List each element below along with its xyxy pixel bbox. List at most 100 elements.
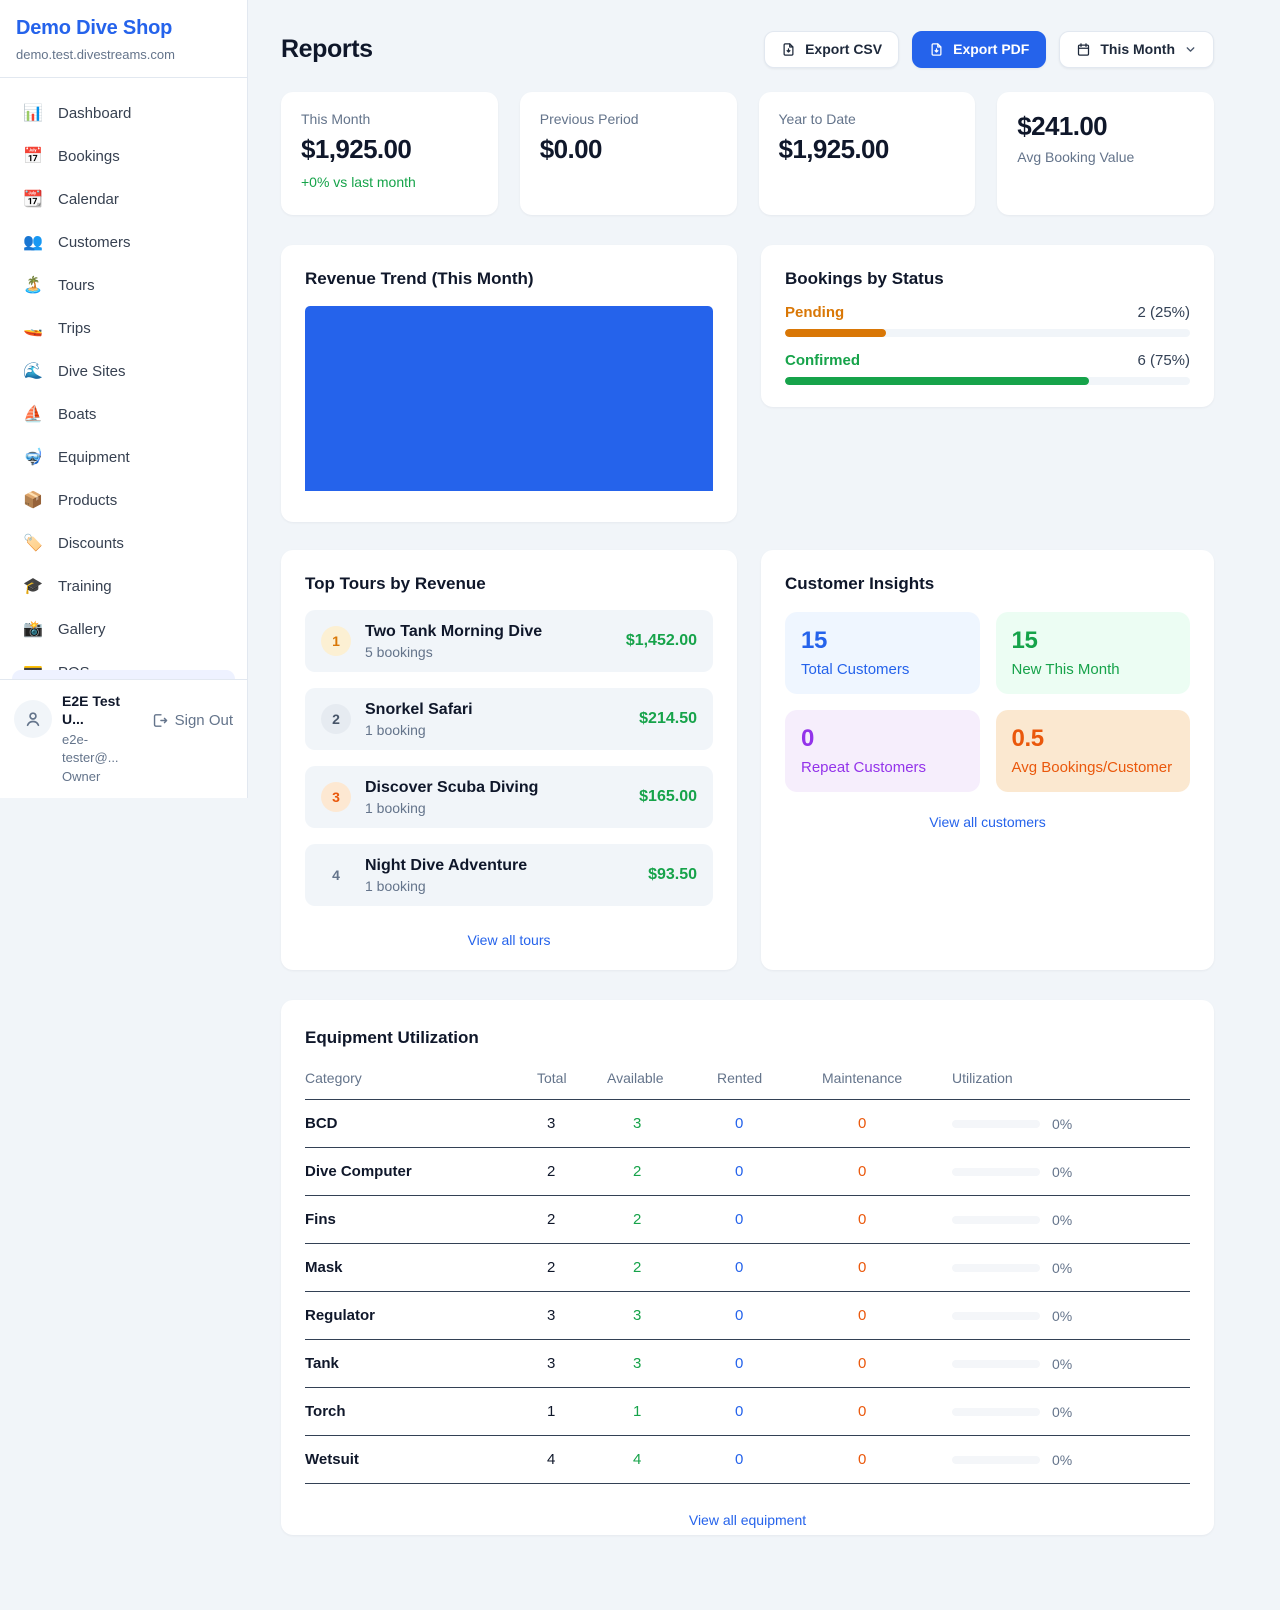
rank-badge: 2 [321, 704, 351, 734]
export-csv-button[interactable]: Export CSV [764, 30, 900, 68]
tour-amount: $214.50 [639, 710, 697, 727]
cell-category: Mask [305, 1259, 343, 1276]
top-tours-title: Top Tours by Revenue [305, 574, 486, 593]
sidebar-item-boats[interactable]: ⛵ Boats [12, 393, 235, 436]
bookings-status-title: Bookings by Status [785, 269, 944, 288]
sidebar-item-label: Equipment [58, 449, 130, 466]
rank-badge: 1 [321, 626, 351, 656]
status-row-pending: Pending 2 (25%) [785, 304, 1190, 337]
view-all-tours-link[interactable]: View all tours [467, 932, 551, 948]
sidebar-item-equipment[interactable]: 🤿 Equipment [12, 436, 235, 479]
tour-row: 4 Night Dive Adventure 1 booking $93.50 [305, 844, 713, 906]
cell-available: 4 [633, 1451, 642, 1468]
view-all-equipment-link[interactable]: View all equipment [688, 1512, 807, 1528]
stat-label: This Month [301, 111, 371, 127]
tile-label: Repeat Customers [801, 759, 927, 776]
sidebar-item-gallery[interactable]: 📸 Gallery [12, 608, 235, 651]
sidebar-item-bookings[interactable]: 📅 Bookings [12, 135, 235, 178]
cell-maintenance: 0 [858, 1211, 867, 1228]
cell-available: 2 [633, 1163, 642, 1180]
equipment-utilization-card: Equipment Utilization Category Total Ava… [281, 1000, 1214, 1535]
sidebar-item-label: Products [58, 492, 118, 509]
cell-total: 2 [547, 1259, 556, 1276]
tile-value: 15 [801, 627, 827, 654]
utilization-percent: 0% [1052, 1163, 1073, 1180]
revenue-trend-title: Revenue Trend (This Month) [305, 269, 534, 288]
sidebar-item-calendar[interactable]: 📆 Calendar [12, 178, 235, 221]
sidebar-item-dashboard[interactable]: 📊 Dashboard [12, 92, 235, 135]
person-icon [26, 711, 40, 726]
bookings-icon: 📅 [23, 147, 43, 165]
period-select-button[interactable]: This Month [1059, 30, 1214, 68]
file-download-icon [783, 42, 794, 56]
bookings-by-status-card: Bookings by Status Pending 2 (25%) Confi… [761, 245, 1214, 407]
table-row: Torch 1 1 0 0 0% [305, 1388, 1190, 1436]
sign-out-button[interactable]: Sign Out [151, 712, 233, 729]
sidebar-item-tours[interactable]: 🏝️ Tours [12, 264, 235, 307]
sidebar-nav: 📊 Dashboard 📅 Bookings 📆 Calendar 👥 Customer… [0, 78, 247, 679]
sidebar-item-discounts[interactable]: 🏷️ Discounts [12, 522, 235, 565]
table-row: Tank 3 3 0 0 0% [305, 1340, 1190, 1388]
sidebar-item-label: Discounts [58, 535, 124, 552]
calendar-icon [1078, 42, 1090, 56]
status-bar-fill-confirmed [785, 377, 1089, 385]
stats-row: This Month $1,925.00 +0% vs last month P… [281, 92, 1214, 215]
sidebar-item-products[interactable]: 📦 Products [12, 479, 235, 522]
page-header: Reports Export CSV Export PDF This Month [281, 30, 1214, 68]
avatar [14, 699, 52, 738]
tour-name: Discover Scuba Diving [365, 778, 539, 796]
utilization-bar [952, 1359, 1040, 1368]
status-label-confirmed: Confirmed [785, 352, 860, 369]
cell-available: 2 [633, 1211, 642, 1228]
cell-total: 2 [547, 1163, 556, 1180]
user-email: e2e-tester@... [62, 732, 119, 765]
top-tours-card: Top Tours by Revenue 1 Two Tank Morning … [281, 550, 737, 970]
stat-label: Avg Booking Value [1017, 149, 1135, 165]
utilization-bar [952, 1407, 1040, 1416]
status-value-confirmed: 6 (75%) [1137, 352, 1190, 369]
cell-maintenance: 0 [858, 1163, 867, 1180]
tour-name: Night Dive Adventure [365, 856, 528, 874]
cell-rented: 0 [735, 1451, 744, 1468]
sign-out-icon [153, 713, 167, 727]
revenue-trend-chart [305, 306, 713, 491]
sidebar-item-selected-partial[interactable] [12, 669, 235, 679]
table-row: BCD 3 3 0 0 0% [305, 1100, 1190, 1148]
revenue-trend-card: Revenue Trend (This Month) [281, 245, 737, 522]
cell-rented: 0 [735, 1403, 744, 1420]
view-all-customers-link[interactable]: View all customers [929, 814, 1046, 830]
cell-maintenance: 0 [858, 1355, 867, 1372]
graduation-cap-icon: 🎓 [23, 577, 43, 595]
tour-bookings: 1 booking [365, 799, 426, 816]
utilization-percent: 0% [1052, 1451, 1073, 1468]
sidebar-item-trips[interactable]: 🚤 Trips [12, 307, 235, 350]
sidebar-item-label: Trips [58, 320, 91, 337]
cell-rented: 0 [735, 1211, 744, 1228]
user-role: Owner [62, 769, 101, 785]
export-pdf-button[interactable]: Export PDF [912, 30, 1047, 68]
tour-row: 3 Discover Scuba Diving 1 booking $165.0… [305, 766, 713, 828]
diving-mask-icon: 🤿 [23, 448, 43, 466]
island-icon: 🏝️ [23, 276, 43, 294]
stat-card-avg-booking-value: $241.00 Avg Booking Value [997, 92, 1214, 215]
status-value-pending: 2 (25%) [1137, 304, 1190, 321]
sidebar-item-customers[interactable]: 👥 Customers [12, 221, 235, 264]
stat-card-previous-period: Previous Period $0.00 [519, 92, 737, 215]
sidebar-item-label: Customers [58, 234, 131, 251]
sidebar-item-training[interactable]: 🎓 Training [12, 565, 235, 608]
rank-badge: 4 [332, 867, 340, 883]
sidebar-item-label: Gallery [58, 621, 106, 638]
dashboard-icon: 📊 [23, 104, 43, 122]
col-header-rented: Rented [717, 1070, 763, 1086]
utilization-bar [952, 1455, 1040, 1464]
cell-category: BCD [305, 1115, 338, 1132]
shop-domain: demo.test.divestreams.com [16, 47, 175, 62]
stat-trend-note: +0% vs last month [301, 174, 416, 190]
tile-repeat-customers: 0 Repeat Customers [785, 710, 980, 792]
cell-available: 1 [633, 1403, 642, 1420]
stat-value: $1,925.00 [778, 134, 890, 164]
sidebar-item-dive-sites[interactable]: 🌊 Dive Sites [12, 350, 235, 393]
utilization-percent: 0% [1052, 1307, 1073, 1324]
tour-row: 1 Two Tank Morning Dive 5 bookings $1,45… [305, 610, 713, 672]
cell-rented: 0 [735, 1355, 744, 1372]
